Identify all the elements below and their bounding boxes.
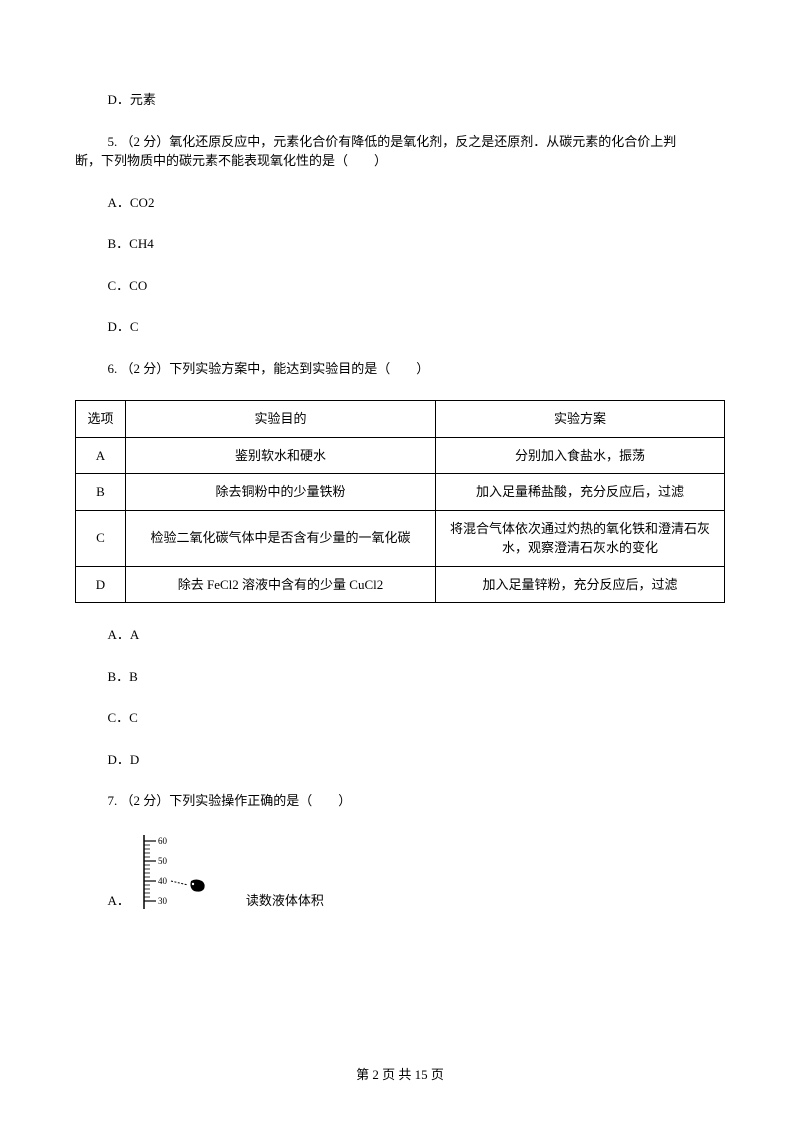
table-row: D 除去 FeCl2 溶液中含有的少量 CuCl2 加入足量锌粉，充分反应后，过… [76, 566, 725, 603]
cell-plan: 加入足量锌粉，充分反应后，过滤 [436, 566, 725, 603]
cell-opt: C [76, 510, 126, 566]
svg-text:40: 40 [158, 876, 168, 886]
cell-plan: 将混合气体依次通过灼热的氧化铁和澄清石灰水，观察澄清石灰水的变化 [436, 510, 725, 566]
cell-opt: A [76, 437, 126, 474]
svg-text:50: 50 [158, 856, 168, 866]
cell-opt: D [76, 566, 126, 603]
cell-purpose: 检验二氧化碳气体中是否含有少量的一氧化碳 [126, 510, 436, 566]
q6-option-d: D．D [75, 750, 725, 770]
q5-option-b: B．CH4 [75, 234, 725, 254]
q4-option-d: D．元素 [75, 90, 725, 110]
cell-plan: 加入足量稀盐酸，充分反应后，过滤 [436, 474, 725, 511]
cell-purpose: 除去铜粉中的少量铁粉 [126, 474, 436, 511]
table-row: C 检验二氧化碳气体中是否含有少量的一氧化碳 将混合气体依次通过灼热的氧化铁和澄… [76, 510, 725, 566]
q7-option-a-label: A． [108, 891, 130, 911]
q6-option-c: C．C [75, 708, 725, 728]
th-purpose: 实验目的 [126, 401, 436, 438]
cell-purpose: 除去 FeCl2 溶液中含有的少量 CuCl2 [126, 566, 436, 603]
q6-option-b: B．B [75, 667, 725, 687]
q6-stem: 6. （2 分）下列实验方案中，能达到实验目的是（ ） [75, 359, 725, 379]
th-option: 选项 [76, 401, 126, 438]
q5-option-c: C．CO [75, 276, 725, 296]
q5-line1: 5. （2 分）氧化还原反应中，元素化合价有降低的是氧化剂，反之是还原剂．从碳元… [75, 132, 725, 152]
table-header-row: 选项 实验目的 实验方案 [76, 401, 725, 438]
q6-option-a: A．A [75, 625, 725, 645]
page-footer: 第 2 页 共 15 页 [0, 1065, 800, 1085]
q7-stem: 7. （2 分）下列实验操作正确的是（ ） [75, 791, 725, 811]
table-row: B 除去铜粉中的少量铁粉 加入足量稀盐酸，充分反应后，过滤 [76, 474, 725, 511]
cell-plan: 分别加入食盐水，振荡 [436, 437, 725, 474]
q5-stem: 5. （2 分）氧化还原反应中，元素化合价有降低的是氧化剂，反之是还原剂．从碳元… [75, 132, 725, 171]
q7-option-a-text: 读数液体体积 [246, 891, 324, 911]
svg-text:60: 60 [158, 836, 168, 846]
table-row: A 鉴别软水和硬水 分别加入食盐水，振荡 [76, 437, 725, 474]
q5-option-d: D．C [75, 317, 725, 337]
q5-option-a: A．CO2 [75, 193, 725, 213]
svg-text:30: 30 [158, 896, 168, 906]
q6-table: 选项 实验目的 实验方案 A 鉴别软水和硬水 分别加入食盐水，振荡 B 除去铜粉… [75, 400, 725, 603]
th-plan: 实验方案 [436, 401, 725, 438]
graduated-cylinder-icon: 60 50 40 30 [136, 833, 226, 911]
cell-purpose: 鉴别软水和硬水 [126, 437, 436, 474]
q7-option-a-wrapper: A． 60 50 40 30 读数液体体积 [108, 833, 726, 911]
cell-opt: B [76, 474, 126, 511]
q5-line2: 断，下列物质中的碳元素不能表现氧化性的是（ ） [75, 151, 725, 171]
